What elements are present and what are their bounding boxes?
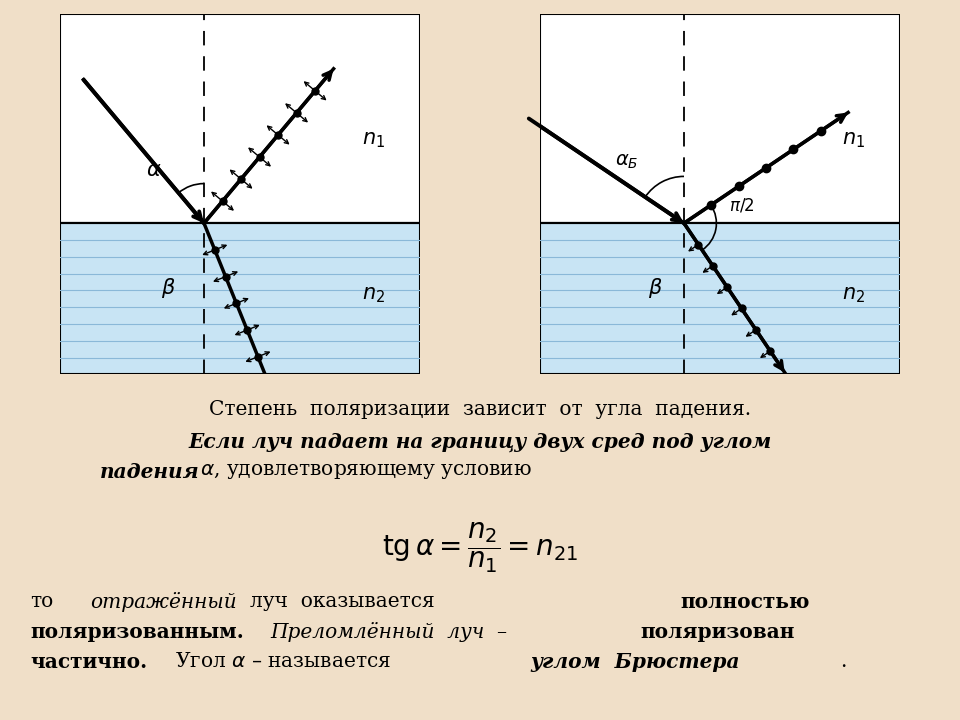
Text: $\alpha_Б$: $\alpha_Б$: [614, 153, 638, 171]
Text: Угол $\alpha$ – называется: Угол $\alpha$ – называется: [175, 652, 391, 671]
Text: $n_2$: $n_2$: [362, 285, 385, 305]
Bar: [60, 14, 420, 223]
Text: $\mathrm{tg}\,\alpha = \dfrac{n_2}{n_1} = n_{21}$: $\mathrm{tg}\,\alpha = \dfrac{n_2}{n_1} …: [382, 521, 578, 575]
Text: $\pi/2$: $\pi/2$: [729, 197, 755, 215]
Text: Если луч падает на границу двух сред под углом: Если луч падает на границу двух сред под…: [188, 432, 772, 452]
Text: Степень  поляризации  зависит  от  угла  падения.: Степень поляризации зависит от угла паде…: [209, 400, 751, 419]
Text: то: то: [30, 592, 53, 611]
Text: углом  Брюстера: углом Брюстера: [530, 652, 739, 672]
Bar: [60, 223, 420, 374]
Text: падения: падения: [100, 462, 200, 482]
Text: $n_1$: $n_1$: [842, 130, 865, 150]
Text: .: .: [840, 652, 847, 671]
Text: $\beta$: $\beta$: [160, 276, 176, 300]
Text: отражённый: отражённый: [90, 592, 237, 612]
Text: полностью: полностью: [680, 592, 809, 612]
Text: $\beta$: $\beta$: [648, 276, 662, 300]
Text: поляризованным.: поляризованным.: [30, 622, 244, 642]
Text: $n_2$: $n_2$: [842, 285, 865, 305]
Bar: [540, 223, 900, 374]
Text: луч  оказывается: луч оказывается: [250, 592, 435, 611]
Text: $n_1$: $n_1$: [362, 130, 385, 150]
Text: $\alpha$, удовлетворяющему условию: $\alpha$, удовлетворяющему условию: [200, 462, 532, 481]
Text: частично.: частично.: [30, 652, 147, 672]
Text: Преломлённый  луч  –: Преломлённый луч –: [270, 622, 507, 642]
Bar: [540, 14, 900, 223]
Text: поляризован: поляризован: [640, 622, 794, 642]
Text: $\alpha$: $\alpha$: [146, 161, 161, 181]
